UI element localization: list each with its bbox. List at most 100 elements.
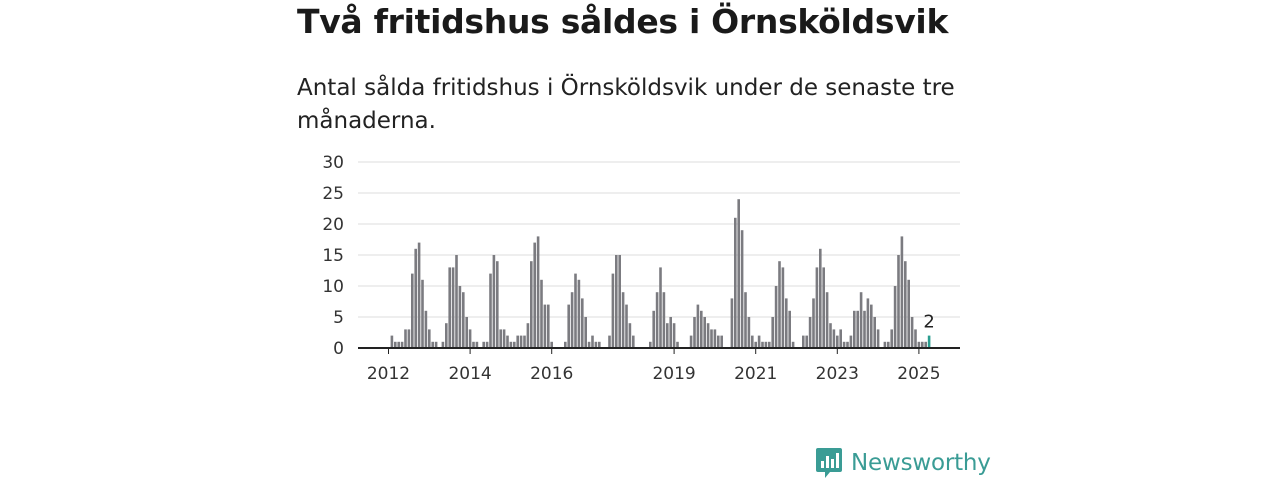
bar	[788, 310, 791, 348]
bar	[547, 304, 550, 348]
bar	[805, 335, 808, 348]
bar	[570, 292, 574, 348]
bar	[747, 317, 751, 348]
bar	[448, 267, 451, 348]
y-tick-label: 0	[333, 339, 344, 359]
bar	[649, 341, 652, 348]
bar	[757, 335, 761, 348]
last-value-label: 2	[923, 312, 934, 333]
y-tick-label: 30	[322, 153, 344, 173]
bar	[774, 286, 778, 348]
bar	[672, 323, 676, 348]
bar	[689, 335, 693, 348]
bar	[513, 341, 516, 348]
bar	[700, 310, 703, 348]
bar	[621, 292, 625, 348]
bar	[751, 335, 754, 348]
bar	[451, 267, 455, 348]
y-tick-label: 15	[322, 246, 344, 266]
bar	[394, 341, 397, 348]
bar	[424, 310, 428, 348]
bar	[506, 335, 509, 348]
bar	[910, 317, 914, 348]
bar	[526, 323, 530, 348]
bar	[611, 273, 615, 348]
bar	[475, 341, 479, 348]
bar	[768, 341, 771, 348]
bar	[628, 323, 632, 348]
bar	[669, 317, 672, 348]
bar	[536, 236, 540, 348]
x-tick-label: 2025	[897, 364, 940, 384]
bar	[754, 341, 757, 348]
chart-subtitle: Antal sålda fritidshus i Örnsköldsvik un…	[297, 75, 955, 134]
y-tick-label: 5	[333, 308, 344, 328]
bar	[502, 329, 506, 348]
bar	[519, 335, 523, 348]
bar	[696, 304, 700, 348]
bar	[421, 279, 424, 348]
bar	[842, 341, 846, 348]
newsworthy-logo-icon	[816, 448, 842, 478]
bar	[836, 335, 839, 348]
bar	[890, 329, 893, 348]
bar	[778, 261, 781, 348]
bar	[730, 298, 734, 348]
bar	[873, 317, 876, 348]
bar	[482, 341, 485, 348]
x-tick-label: 2021	[734, 364, 777, 384]
bar	[468, 329, 472, 348]
bar	[808, 317, 812, 348]
bar	[400, 341, 404, 348]
bar	[829, 323, 832, 348]
bar	[693, 317, 696, 348]
bar	[781, 267, 785, 348]
x-tick-label: 2023	[816, 364, 859, 384]
bar	[458, 286, 462, 348]
bar	[917, 341, 921, 348]
bar	[567, 304, 570, 348]
bar	[462, 292, 465, 348]
brand-name: Newsworthy	[851, 450, 991, 476]
bar	[564, 341, 567, 348]
bar	[734, 217, 737, 348]
x-tick-label: 2016	[530, 364, 573, 384]
bar	[608, 335, 611, 348]
bar	[822, 267, 825, 348]
bar	[533, 242, 536, 348]
bar	[625, 304, 628, 348]
bar	[523, 335, 526, 348]
bar	[465, 317, 468, 348]
bar	[914, 329, 917, 348]
bar	[581, 298, 584, 348]
bar	[666, 323, 669, 348]
bar	[907, 279, 910, 348]
bar	[516, 335, 519, 348]
x-tick-label: 2014	[448, 364, 491, 384]
bar	[870, 304, 873, 348]
bar	[441, 341, 445, 348]
y-tick-label: 20	[322, 215, 344, 235]
bar	[863, 310, 866, 348]
bar	[771, 317, 774, 348]
x-tick-label: 2012	[367, 364, 410, 384]
bar	[856, 310, 859, 348]
bar	[859, 292, 863, 348]
highlight-bar	[927, 335, 931, 348]
bar	[540, 279, 543, 348]
bar	[455, 255, 458, 348]
bar	[543, 304, 547, 348]
bar	[720, 335, 723, 348]
bar	[428, 329, 431, 348]
bar	[431, 341, 434, 348]
bar	[445, 323, 448, 348]
bar	[904, 261, 907, 348]
bar	[404, 329, 407, 348]
bar	[853, 310, 856, 348]
bar	[819, 248, 822, 348]
bar	[496, 261, 499, 348]
bar	[812, 298, 815, 348]
bar	[825, 292, 829, 348]
bar	[509, 341, 513, 348]
